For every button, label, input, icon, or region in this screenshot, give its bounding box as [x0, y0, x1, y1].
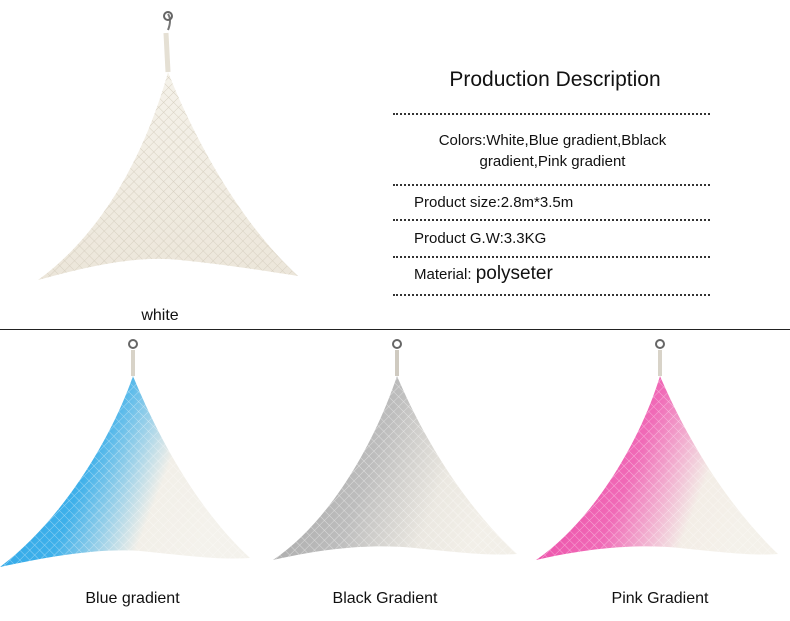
product-white-label: white — [141, 307, 179, 324]
spec-material-label: Material: — [414, 266, 476, 283]
divider-dotted — [393, 184, 710, 186]
spec-colors-line1: Colors:White,Blue gradient,Bblack — [438, 132, 667, 149]
spec-material: Material: polyseter — [414, 263, 553, 285]
product-pink-gradient-label: Pink Gradient — [611, 590, 709, 607]
product-black-gradient-label: Black Gradient — [332, 590, 438, 607]
product-blue-gradient-label: Blue gradient — [85, 590, 180, 607]
spec-colors: Colors:White,Blue gradient,Bblack gradie… — [400, 130, 705, 172]
spec-size: Product size:2.8m*3.5m — [414, 194, 574, 211]
spec-weight: Product G.W:3.3KG — [414, 230, 547, 247]
hammock-pink-illustration — [536, 339, 778, 560]
spec-material-value: polyseter — [475, 263, 553, 284]
divider-dotted — [393, 256, 710, 258]
product-pink-gradient-image — [530, 332, 790, 582]
product-white-image — [30, 8, 310, 298]
spec-colors-line2: gradient,Pink gradient — [479, 153, 626, 170]
product-blue-gradient-image — [0, 332, 260, 582]
product-black-gradient-image — [265, 332, 525, 582]
section-divider — [0, 329, 790, 330]
description-title: Production Description — [449, 68, 661, 91]
divider-dotted — [393, 113, 710, 115]
divider-dotted — [393, 219, 710, 221]
hammock-black-illustration — [273, 339, 517, 560]
hammock-white-illustration — [38, 11, 298, 280]
hammock-blue-illustration — [0, 339, 250, 567]
divider-dotted — [393, 294, 710, 296]
